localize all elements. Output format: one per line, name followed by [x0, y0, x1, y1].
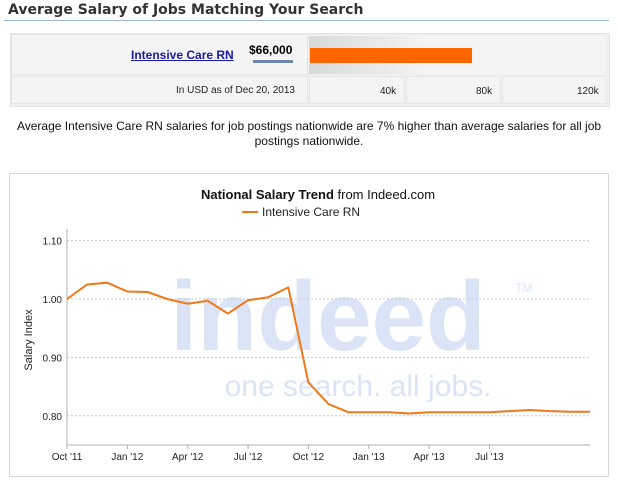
series-line-intensive-care-rn	[66, 281, 590, 415]
salary-comparison-text: Average Intensive Care RN salaries for j…	[16, 119, 602, 148]
salary-label-cell	[11, 34, 308, 75]
y-tick-label: 0.80	[43, 412, 63, 423]
watermark-brand: indeed	[170, 261, 486, 371]
x-tick-label: Jan '12	[111, 452, 143, 463]
section-title: Average Salary of Jobs Matching Your Sea…	[8, 2, 364, 18]
tick-label-40k: 40k	[380, 86, 397, 97]
chart-title-rest: from Indeed.com	[334, 187, 435, 202]
watermark-tagline: one search. all jobs.	[225, 370, 492, 403]
salary-bar	[310, 48, 472, 63]
x-tick-label: Jan '13	[353, 452, 385, 463]
x-tick-label: Jul '12	[234, 452, 263, 463]
y-tick-label: 1.00	[43, 295, 63, 306]
tick-cell-120k	[502, 76, 607, 104]
salary-amount: $66,000	[249, 43, 293, 57]
legend-label: Intensive Care RN	[262, 205, 360, 219]
chart-title: National Salary Trend from Indeed.com	[201, 187, 435, 202]
indeed-watermark: indeed TM one search. all jobs.	[170, 261, 532, 403]
tick-label-80k: 80k	[476, 86, 493, 97]
x-tick-label: Oct '11	[52, 452, 83, 463]
watermark-tm: TM	[515, 281, 532, 295]
y-tick-label: 1.10	[43, 237, 63, 248]
salary-amount-underline	[253, 60, 293, 63]
chart-title-bold: National Salary Trend	[201, 187, 334, 202]
tick-cell-80k	[406, 76, 501, 104]
x-tick-label: Jul '13	[475, 452, 504, 463]
tick-cell-40k	[309, 76, 405, 104]
x-tick-label: Oct '12	[293, 452, 325, 463]
currency-date-note: In USD as of Dec 20, 2013	[176, 85, 295, 96]
y-tick-label: 0.90	[43, 353, 63, 364]
job-title-link[interactable]: Intensive Care RN	[131, 48, 234, 62]
tick-label-120k: 120k	[577, 86, 599, 97]
note-cell	[11, 76, 308, 104]
chart-panel	[9, 173, 609, 477]
title-divider	[4, 20, 609, 21]
x-tick-label: Apr '12	[172, 452, 204, 463]
x-tick-label: Apr '13	[413, 452, 445, 463]
y-axis-label: Salary Index	[23, 309, 35, 371]
